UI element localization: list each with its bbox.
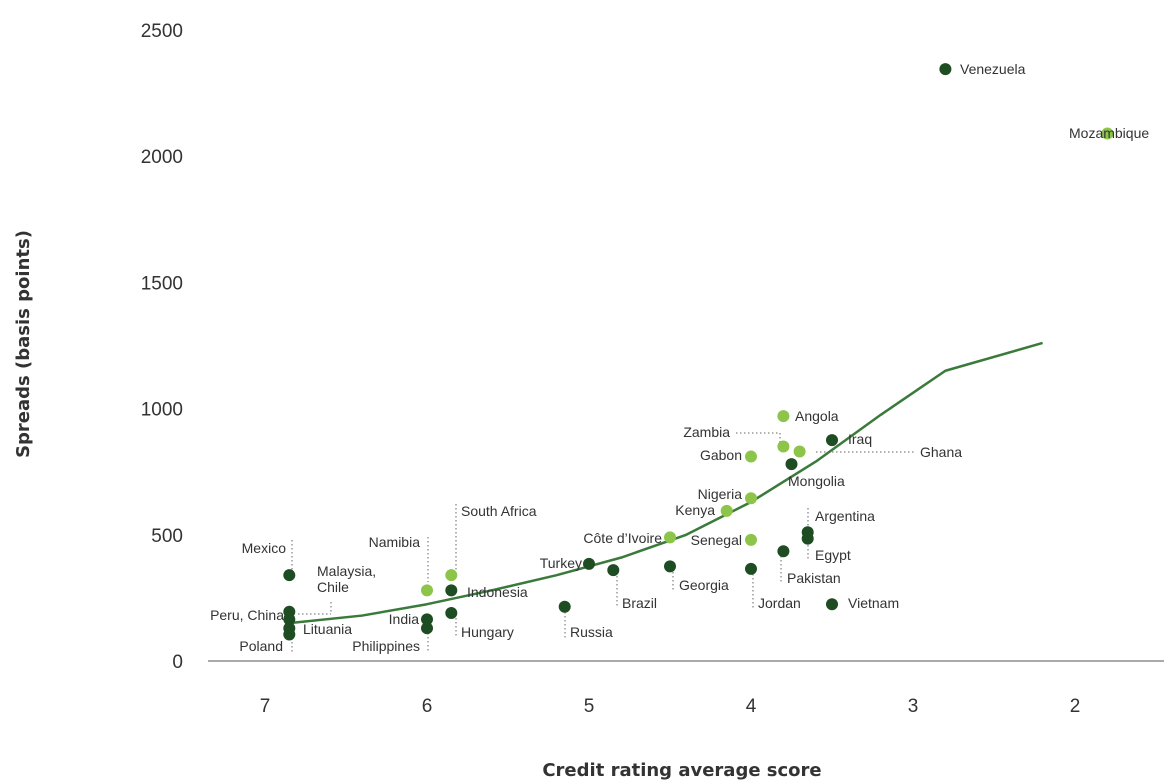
label-pakistan: Pakistan [787, 570, 841, 586]
label-russia: Russia [570, 624, 613, 640]
label-india: India [389, 611, 420, 627]
point-poland [283, 628, 296, 641]
point-senegal [745, 533, 757, 546]
label-egypt: Egypt [815, 547, 851, 563]
leader-lines [284, 432, 914, 652]
point-south-africa [445, 569, 458, 582]
point-mozambique [1101, 127, 1114, 140]
label-vietnam: Vietnam [848, 595, 899, 611]
point-kenya [720, 504, 733, 517]
x-tick-label: 6 [422, 696, 433, 717]
label-mozambique: Mozambique [1069, 125, 1149, 141]
label-mongolia: Mongolia [788, 473, 845, 489]
label-mexico: Mexico [242, 540, 287, 556]
label-senegal: Senegal [691, 532, 742, 548]
label-c-te-d-ivoire: Côte d’Ivoire [583, 530, 662, 546]
label-georgia: Georgia [679, 577, 729, 593]
point-pakistan [777, 545, 790, 558]
x-axis-ticks: 7 6 5 4 3 2 [260, 696, 1081, 717]
label-gabon: Gabon [700, 447, 742, 463]
point-jordan [745, 562, 757, 575]
x-tick-label: 4 [746, 696, 757, 717]
label-malaysia-chile: Malaysia, Chile [317, 563, 376, 595]
y-tick-label: 1500 [141, 273, 183, 294]
trend-line [289, 341, 1043, 625]
point-iraq [826, 434, 838, 447]
point-hungary [445, 607, 458, 620]
point-labels: Venezuela Mozambique Angola Zambia Iraq Gabon… [210, 61, 1149, 654]
point-russia [558, 600, 571, 613]
point-venezuela [939, 63, 952, 76]
label-peru-china: Peru, China [210, 607, 284, 623]
y-axis-title: Spreads (basis points) [13, 230, 34, 458]
label-turkey: Turkey [540, 555, 582, 571]
y-axis-ticks: 0 500 1000 1500 2000 2500 [141, 21, 183, 673]
point-india [421, 613, 433, 626]
point-c-te-d-ivoire [664, 531, 676, 544]
label-iraq: Iraq [848, 431, 872, 447]
data-points [283, 63, 1114, 641]
label-philippines: Philippines [352, 638, 420, 654]
label-ghana: Ghana [920, 444, 962, 460]
label-nigeria: Nigeria [698, 486, 743, 502]
label-indonesia: Indonesia [467, 584, 528, 600]
point-peru-china [283, 613, 296, 626]
point-philippines [421, 622, 433, 635]
label-venezuela: Venezuela [960, 61, 1026, 77]
x-tick-label: 5 [584, 696, 595, 717]
x-axis-title: Credit rating average score [542, 760, 821, 781]
label-brazil: Brazil [622, 595, 657, 611]
label-kenya: Kenya [675, 502, 715, 518]
point-indonesia [445, 584, 458, 597]
point-nigeria [745, 492, 757, 505]
y-tick-label: 2500 [141, 21, 183, 42]
y-tick-label: 500 [151, 526, 183, 547]
point-brazil [607, 564, 620, 577]
label-lituania: Lituania [303, 621, 352, 637]
point-georgia [664, 560, 676, 573]
point-mongolia [785, 458, 798, 471]
point-ghana [793, 445, 806, 458]
label-argentina: Argentina [815, 508, 875, 524]
x-tick-label: 3 [908, 696, 919, 717]
y-tick-label: 2000 [141, 147, 183, 168]
y-tick-label: 1000 [141, 400, 183, 421]
label-hungary: Hungary [461, 624, 514, 640]
point-gabon [745, 450, 757, 463]
point-egypt [801, 532, 814, 545]
x-tick-label: 2 [1070, 696, 1081, 717]
x-tick-label: 7 [260, 696, 271, 717]
label-namibia: Namibia [369, 534, 421, 550]
point-mexico [283, 569, 296, 582]
point-turkey [583, 557, 595, 570]
point-angola [777, 410, 790, 423]
label-zambia: Zambia [683, 424, 730, 440]
label-angola: Angola [795, 408, 839, 424]
label-jordan: Jordan [758, 595, 801, 611]
label-poland: Poland [239, 638, 283, 654]
point-zambia [777, 440, 790, 453]
point-namibia [421, 584, 433, 597]
point-vietnam [826, 598, 838, 611]
y-tick-label: 0 [172, 652, 183, 673]
label-south-africa: South Africa [461, 503, 537, 519]
